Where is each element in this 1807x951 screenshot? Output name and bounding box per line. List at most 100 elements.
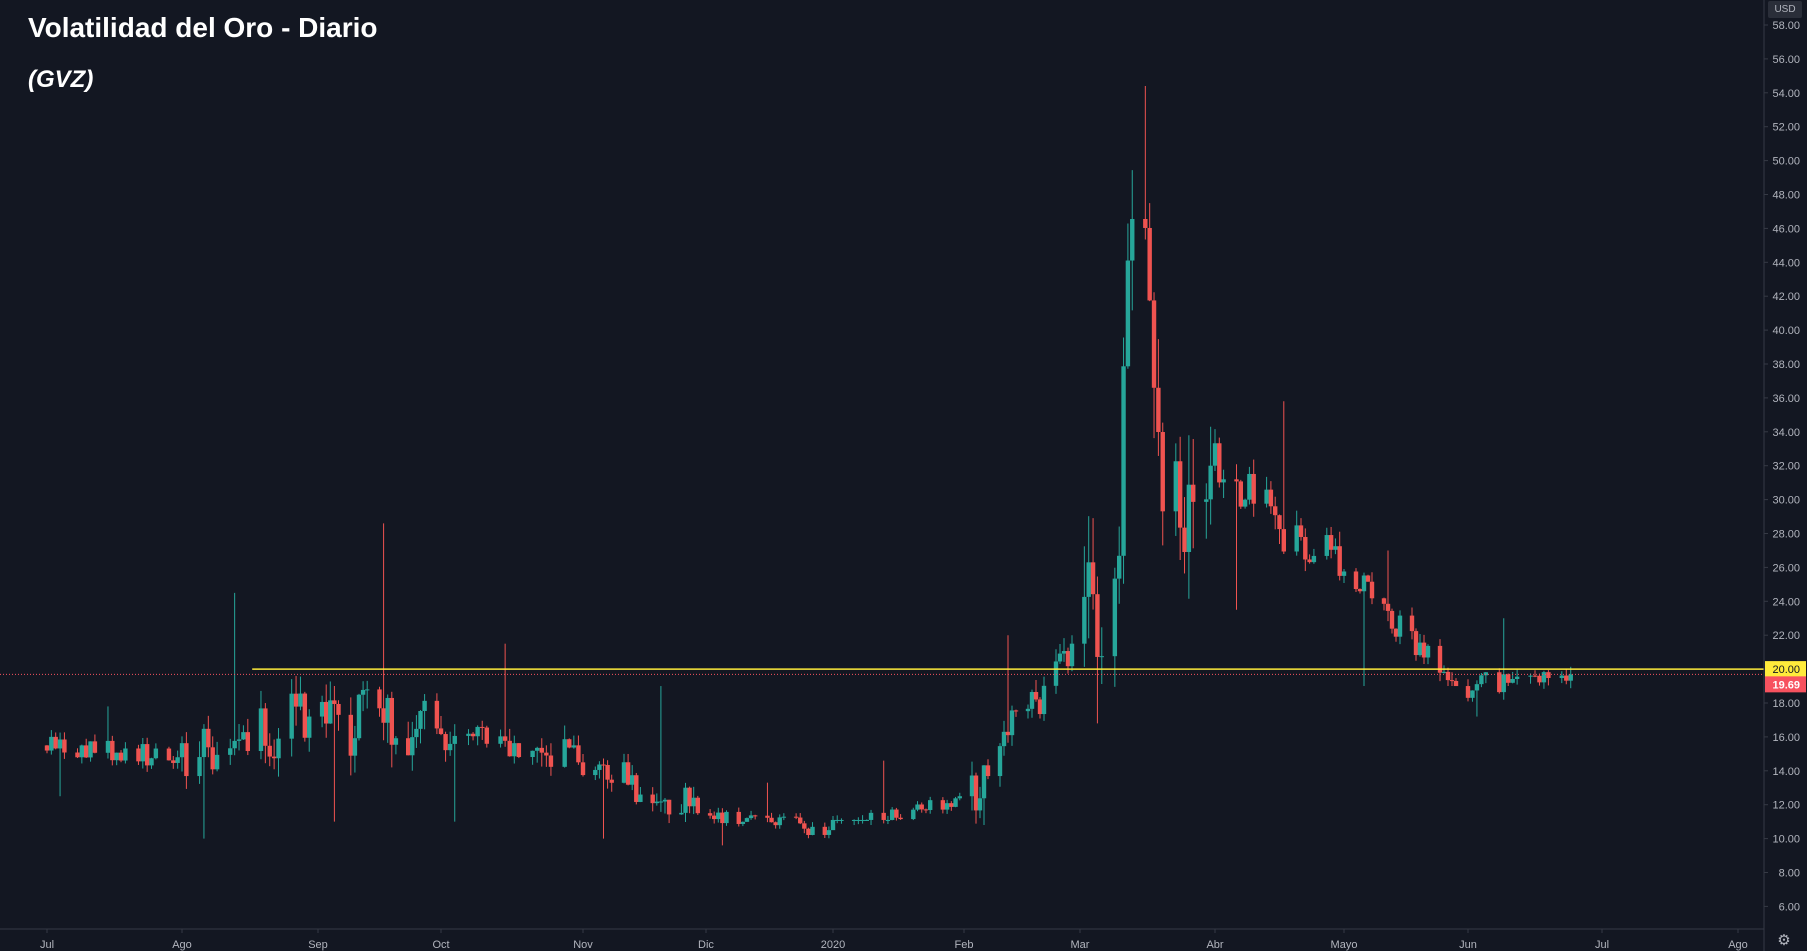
candle bbox=[452, 724, 457, 822]
candle-body bbox=[851, 819, 857, 821]
candle bbox=[332, 685, 337, 822]
candle bbox=[414, 715, 419, 748]
price-tick-label: 46.00 bbox=[1772, 223, 1800, 235]
candle bbox=[1510, 671, 1515, 684]
candle-body bbox=[153, 748, 159, 759]
candle-body bbox=[110, 740, 115, 761]
candle bbox=[276, 728, 281, 777]
candle-body bbox=[1470, 690, 1475, 698]
candle bbox=[1333, 538, 1338, 555]
gear-icon[interactable]: ⚙ bbox=[1777, 931, 1791, 949]
candle bbox=[1130, 170, 1135, 311]
candle-body bbox=[324, 701, 329, 724]
candle-body bbox=[769, 817, 774, 823]
candle bbox=[1365, 574, 1371, 582]
candle bbox=[356, 693, 362, 741]
candle bbox=[1247, 466, 1252, 505]
candle bbox=[480, 720, 485, 740]
candle-body bbox=[348, 714, 353, 756]
candle-body bbox=[539, 747, 544, 753]
price-tick-label: 50.00 bbox=[1772, 156, 1800, 168]
candle bbox=[898, 814, 903, 820]
candle bbox=[123, 742, 128, 764]
candle-body bbox=[679, 812, 684, 815]
time-tick-label: Sep bbox=[308, 939, 328, 951]
candle bbox=[748, 810, 754, 820]
candle bbox=[484, 725, 490, 748]
candle bbox=[793, 813, 799, 820]
candle-body bbox=[881, 812, 886, 820]
candle-body bbox=[940, 800, 946, 810]
candle-body bbox=[898, 817, 903, 820]
candle-body bbox=[447, 743, 453, 751]
candle bbox=[466, 729, 471, 746]
price-tick-label: 16.00 bbox=[1772, 732, 1800, 744]
candle bbox=[166, 746, 172, 761]
candle bbox=[336, 700, 341, 731]
time-axis[interactable]: Jul Ago Sep Oct Nov Dic 2020 Feb Mar Abr Mayo Jun Ju… bbox=[40, 929, 1748, 951]
candle-body bbox=[1506, 674, 1511, 683]
candle-body bbox=[1029, 691, 1035, 709]
candle bbox=[406, 721, 411, 756]
candle-body bbox=[1337, 546, 1342, 576]
candle-body bbox=[1441, 671, 1447, 673]
candle bbox=[1057, 643, 1063, 664]
candle bbox=[835, 815, 840, 824]
candle-body bbox=[516, 743, 522, 758]
candle-body bbox=[1449, 680, 1455, 682]
price-axis[interactable]: 6.00 8.00 10.00 12.00 14.00 16.00 18.00 20.00 22… bbox=[1764, 20, 1800, 913]
candle bbox=[1173, 443, 1179, 536]
candle bbox=[1182, 497, 1187, 574]
price-badges: 20.00 19.69 bbox=[1765, 661, 1806, 693]
time-tick-label: Dic bbox=[698, 939, 714, 951]
candle-body bbox=[1013, 710, 1019, 712]
candle-body bbox=[773, 822, 778, 826]
candle bbox=[736, 807, 741, 827]
candle bbox=[258, 690, 264, 760]
candle-body bbox=[271, 756, 277, 759]
candle bbox=[1421, 634, 1427, 665]
candle bbox=[1311, 548, 1317, 564]
candle-body bbox=[835, 819, 840, 821]
candle bbox=[184, 732, 189, 789]
candle bbox=[1086, 516, 1091, 639]
currency-label: USD bbox=[1768, 1, 1802, 18]
candle bbox=[271, 739, 277, 770]
candle-body bbox=[1294, 525, 1299, 552]
candle bbox=[740, 821, 746, 827]
candle-body bbox=[105, 740, 111, 753]
candle-body bbox=[695, 797, 700, 814]
candle-body bbox=[711, 815, 717, 820]
candle-body bbox=[418, 710, 423, 729]
candle bbox=[860, 815, 865, 824]
candle bbox=[92, 734, 98, 754]
candle-body bbox=[1009, 710, 1015, 736]
candle-body bbox=[650, 794, 655, 804]
candle-body bbox=[512, 743, 517, 757]
candle bbox=[1001, 720, 1007, 756]
candle bbox=[1191, 439, 1196, 549]
candle-body bbox=[307, 716, 312, 738]
candle-body bbox=[1397, 615, 1403, 637]
candle-body bbox=[597, 764, 602, 770]
candle bbox=[1217, 437, 1222, 488]
candle bbox=[377, 686, 382, 717]
candle bbox=[110, 735, 115, 766]
candle-body bbox=[634, 775, 639, 802]
candle bbox=[263, 703, 268, 764]
candle bbox=[562, 725, 567, 768]
candle-body bbox=[1445, 671, 1451, 681]
candle bbox=[687, 786, 692, 814]
candle-body bbox=[422, 700, 427, 711]
candle-body bbox=[740, 821, 746, 824]
candle-body bbox=[806, 828, 811, 835]
candle-body bbox=[736, 811, 741, 824]
candle-body bbox=[1311, 555, 1317, 563]
candle bbox=[650, 787, 655, 812]
candle bbox=[830, 815, 836, 831]
candle-body bbox=[534, 747, 540, 751]
candle bbox=[1537, 673, 1542, 686]
candle-body bbox=[985, 765, 991, 777]
candle-body bbox=[830, 819, 836, 831]
